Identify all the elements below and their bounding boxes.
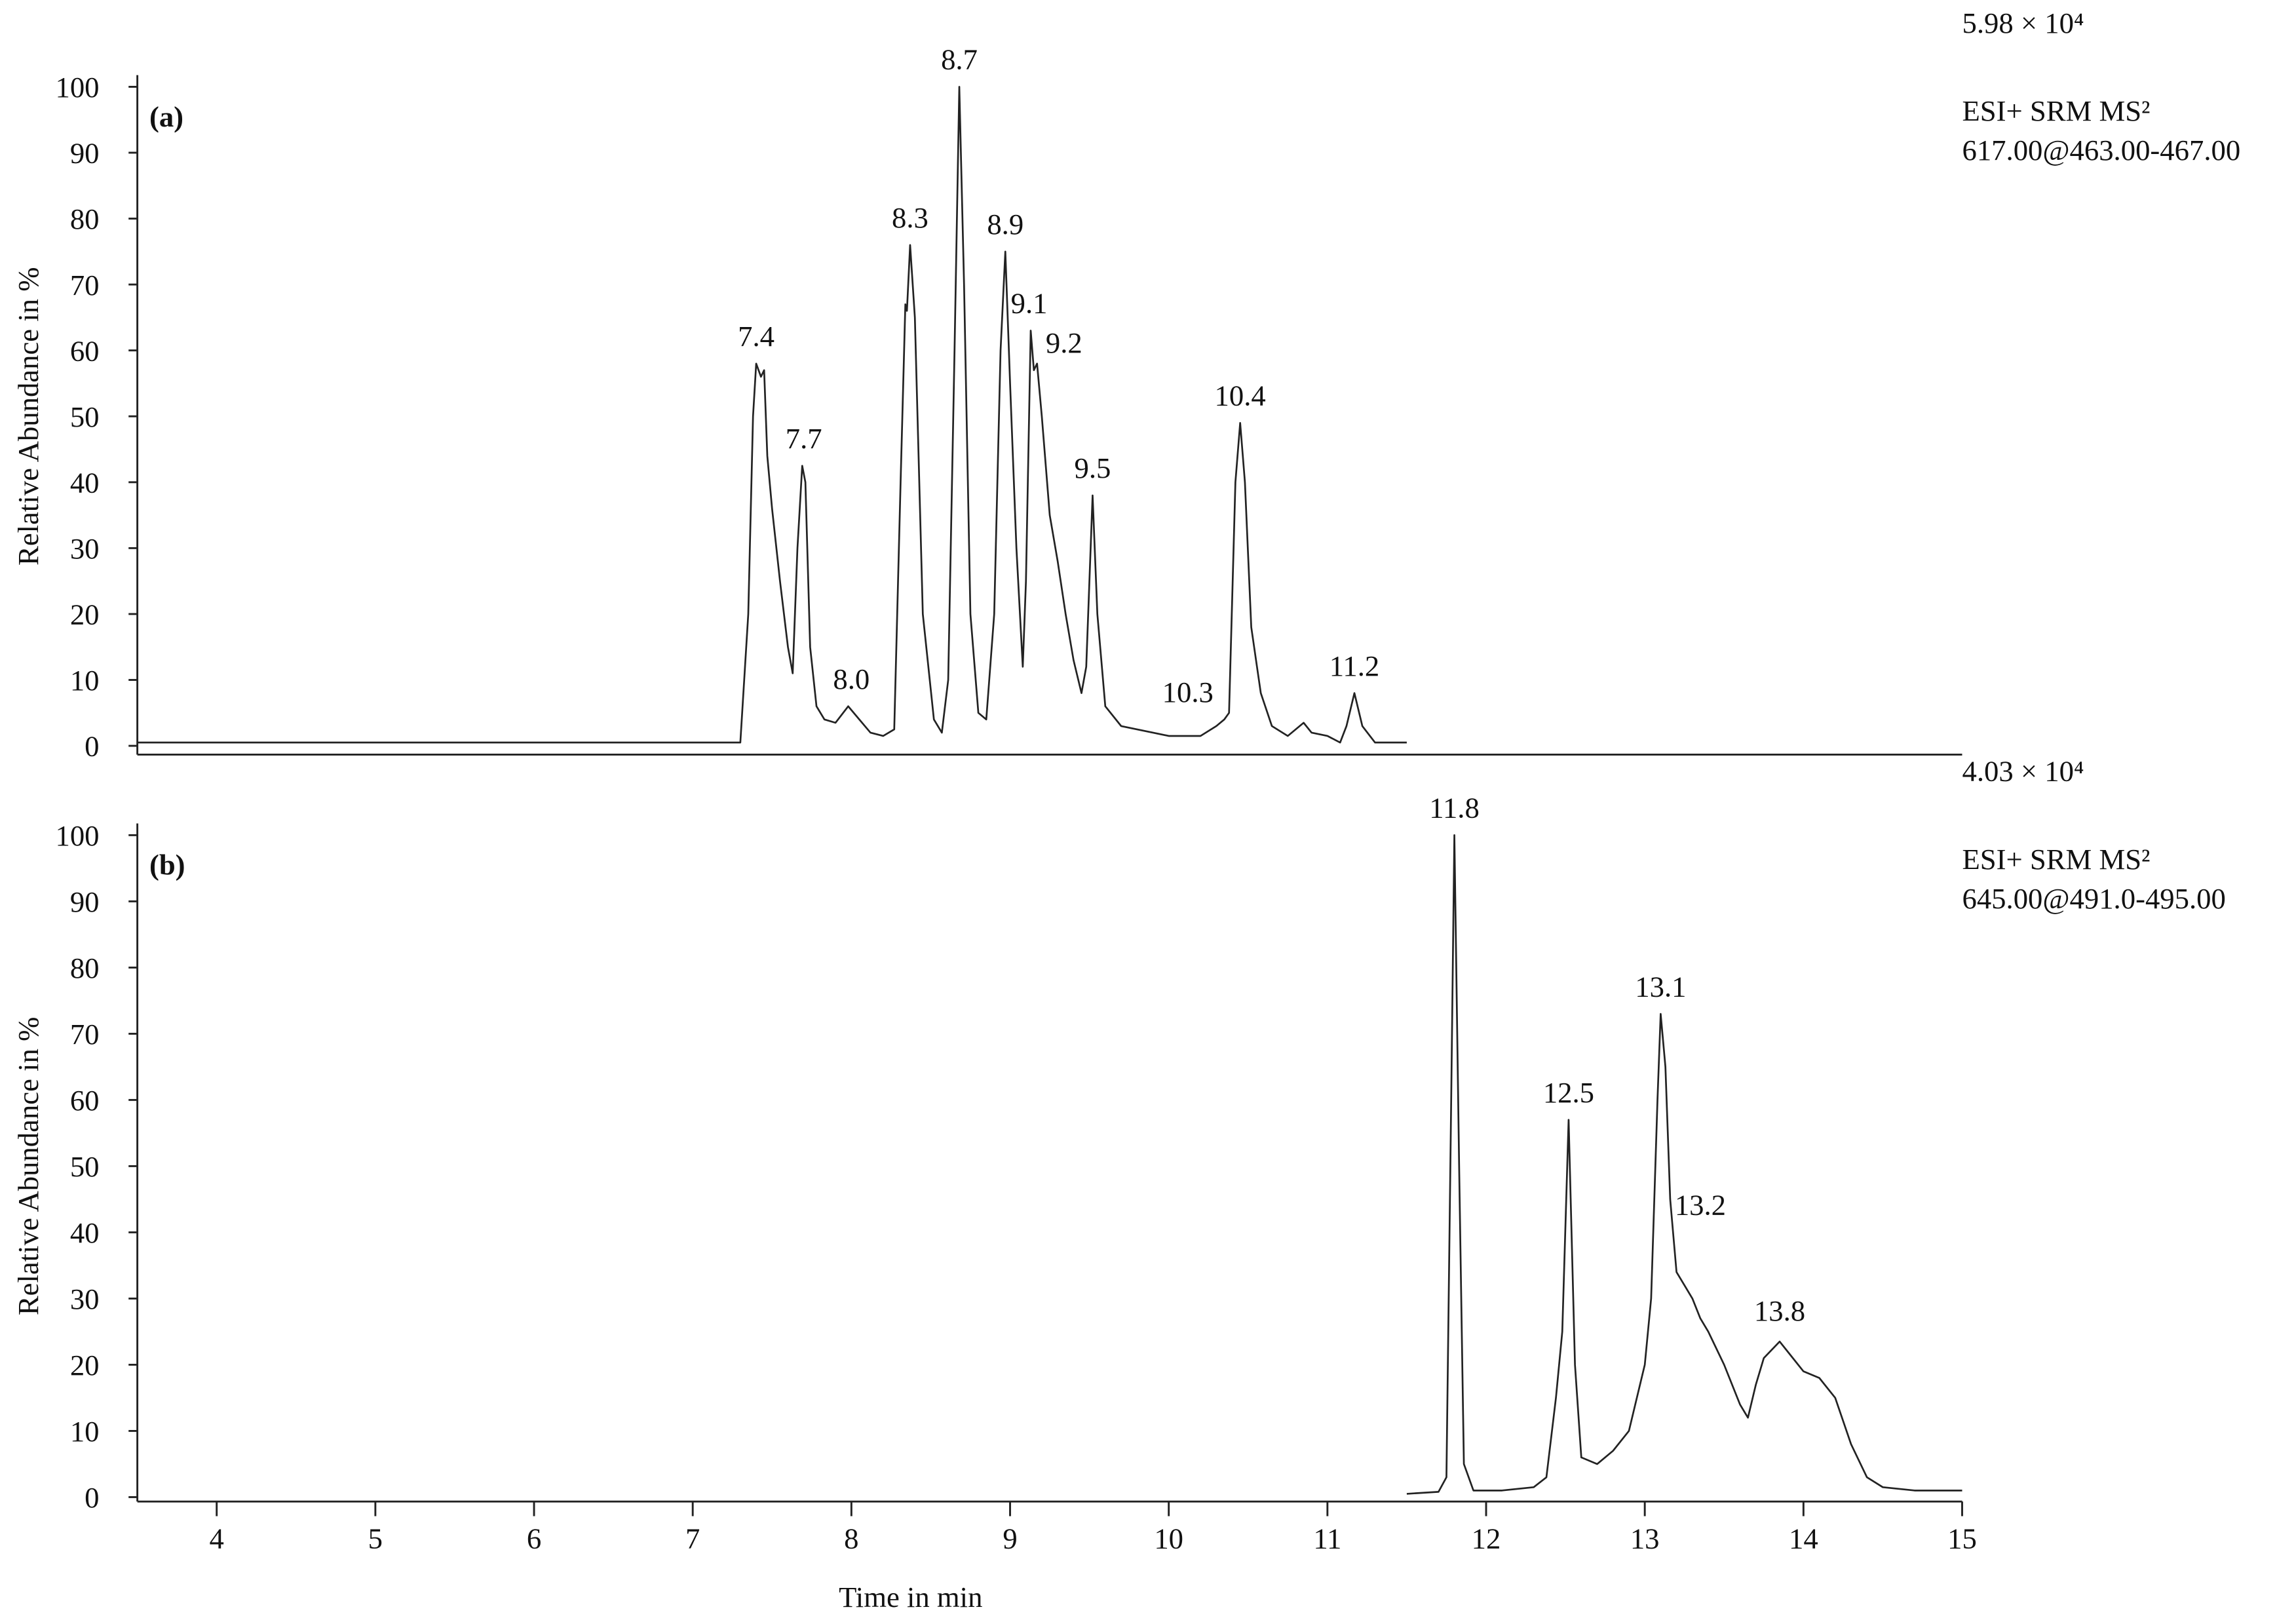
peak-label: 8.0 <box>833 663 870 695</box>
peak-label: 10.3 <box>1162 676 1214 708</box>
y-tick-label: 20 <box>70 598 100 631</box>
y-tick-label: 80 <box>70 203 100 235</box>
x-axis-title: Time in min <box>839 1581 982 1613</box>
y-axis-title: Relative Abundance in % <box>12 1017 45 1315</box>
x-tick-label: 15 <box>1947 1522 1977 1555</box>
x-tick-label: 9 <box>1003 1522 1017 1555</box>
y-tick-label: 100 <box>55 71 99 104</box>
x-tick-label: 7 <box>685 1522 700 1555</box>
x-tick-label: 4 <box>210 1522 224 1555</box>
detection-info: 645.00@491.0-495.00 <box>1962 882 2225 915</box>
panel: 0 10 20 30 40 50 60 70 80 90 100 4 5 6 7 8 9 10 11 12 13 14 15… <box>12 755 2226 1613</box>
panel-label: (a) <box>149 100 183 133</box>
y-tick-label: 0 <box>85 730 99 763</box>
peak-label: 8.3 <box>892 201 928 234</box>
peak-label: 7.7 <box>786 422 822 455</box>
x-tick-label: 8 <box>844 1522 858 1555</box>
peak-label: 9.5 <box>1075 452 1111 484</box>
x-tick-label: 14 <box>1789 1522 1818 1555</box>
trace <box>137 86 1407 744</box>
detection-info: ESI+ SRM MS² <box>1962 843 2150 876</box>
peak-label: 10.4 <box>1215 379 1266 412</box>
y-tick-label: 70 <box>70 269 100 301</box>
peak-label: 11.8 <box>1429 792 1480 824</box>
y-tick-label: 10 <box>70 664 100 697</box>
x-tick-label: 5 <box>368 1522 383 1555</box>
peak-label: 11.2 <box>1330 649 1380 682</box>
y-tick-label: 20 <box>70 1349 100 1381</box>
y-tick-label: 40 <box>70 1216 100 1249</box>
detection-info: 617.00@463.00-467.00 <box>1962 134 2240 166</box>
detection-info: ESI+ SRM MS² <box>1962 94 2150 127</box>
trace <box>1406 834 1962 1495</box>
y-tick-label: 30 <box>70 532 100 565</box>
peak-label: 13.1 <box>1635 970 1686 1003</box>
y-tick-label: 30 <box>70 1283 100 1315</box>
y-tick-label: 40 <box>70 466 100 499</box>
y-tick-label: 100 <box>55 819 99 852</box>
scale-label: 5.98 × 10⁴ <box>1962 7 2084 39</box>
y-axis-title: Relative Abundance in % <box>12 267 45 566</box>
y-tick-label: 90 <box>70 885 100 918</box>
peak-label: 7.4 <box>738 320 775 353</box>
peak-label: 8.9 <box>987 208 1024 241</box>
peak-label: 9.2 <box>1046 326 1082 359</box>
y-tick-label: 60 <box>70 1084 100 1117</box>
x-tick-label: 6 <box>527 1522 541 1555</box>
x-tick-label: 10 <box>1154 1522 1183 1555</box>
y-tick-label: 10 <box>70 1415 100 1448</box>
x-tick-label: 12 <box>1472 1522 1501 1555</box>
y-tick-label: 0 <box>85 1481 99 1514</box>
y-tick-label: 80 <box>70 952 100 984</box>
y-tick-label: 50 <box>70 1150 100 1183</box>
x-tick-label: 11 <box>1313 1522 1341 1555</box>
y-tick-label: 90 <box>70 137 100 170</box>
y-tick-label: 70 <box>70 1018 100 1051</box>
peak-label: 13.8 <box>1754 1294 1805 1327</box>
peak-label: 12.5 <box>1543 1076 1594 1109</box>
peak-label: 9.1 <box>1011 287 1048 320</box>
x-tick-label: 13 <box>1630 1522 1660 1555</box>
panel: 0 10 20 30 40 50 60 70 80 90 100 Relative Abundance… <box>12 7 2240 763</box>
peak-label: 8.7 <box>941 43 978 76</box>
panel-label: (b) <box>149 849 185 881</box>
scale-label: 4.03 × 10⁴ <box>1962 755 2084 788</box>
y-tick-label: 50 <box>70 400 100 433</box>
peak-label: 13.2 <box>1675 1189 1726 1222</box>
y-tick-label: 60 <box>70 334 100 367</box>
